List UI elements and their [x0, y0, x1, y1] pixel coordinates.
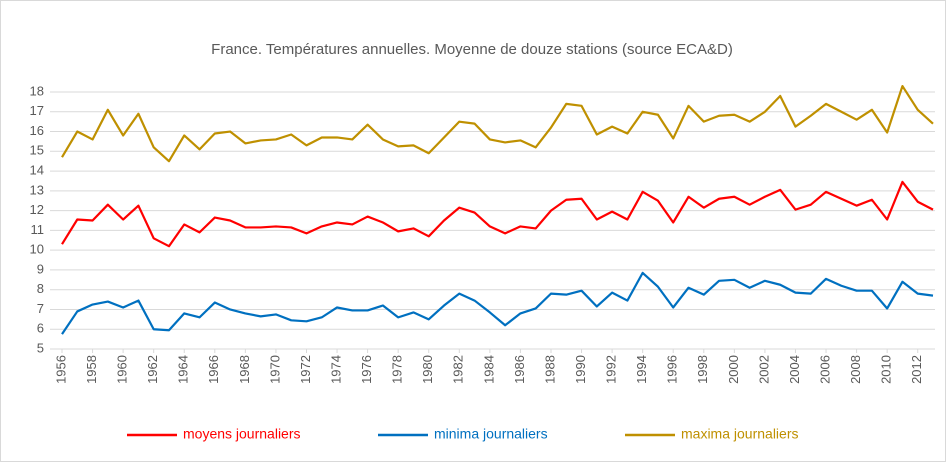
x-tick-label: 1956 [53, 355, 68, 384]
y-tick-label: 7 [37, 301, 44, 316]
y-tick-label: 8 [37, 281, 44, 296]
x-tick-label: 1970 [267, 355, 282, 384]
x-tick-label: 1962 [145, 355, 160, 384]
series-line [61, 271, 934, 335]
y-tick-label: 6 [37, 321, 44, 336]
x-tick-label: 2008 [848, 355, 863, 384]
legend-label: moyens journaliers [183, 426, 301, 442]
x-tick-label: 1992 [604, 355, 619, 384]
x-tick-label: 1998 [695, 355, 710, 384]
x-tick-label: 1976 [359, 355, 374, 384]
y-tick-label: 12 [30, 202, 44, 217]
x-tick-label: 1982 [451, 355, 466, 384]
series-line [61, 180, 934, 248]
x-tick-label: 1978 [390, 355, 405, 384]
y-tick-label: 13 [30, 182, 44, 197]
y-tick-label: 11 [31, 222, 45, 237]
y-tick-label: 16 [30, 123, 44, 138]
x-tick-label: 2006 [817, 355, 832, 384]
legend-label: minima journaliers [434, 426, 548, 442]
y-tick-label: 17 [30, 103, 44, 118]
x-tick-label: 1974 [328, 355, 343, 384]
chart-title: France. Températures annuelles. Moyenne … [211, 41, 733, 58]
x-tick-label: 1988 [542, 355, 557, 384]
y-tick-label: 5 [37, 340, 44, 355]
y-tick-label: 10 [30, 242, 44, 257]
y-tick-label: 15 [30, 143, 44, 158]
x-tick-label: 2010 [879, 355, 894, 384]
y-tick-label: 18 [30, 83, 44, 98]
x-tick-label: 2004 [787, 355, 802, 384]
y-tick-label: 14 [30, 163, 44, 178]
y-tick-label: 9 [37, 261, 44, 276]
x-tick-label: 1964 [176, 355, 191, 384]
series-line [61, 84, 934, 163]
x-tick-label: 1996 [665, 355, 680, 384]
x-tick-label: 2000 [726, 355, 741, 384]
x-tick-label: 1966 [206, 355, 221, 384]
x-tick-label: 1990 [573, 355, 588, 384]
x-tick-label: 1986 [512, 355, 527, 384]
x-tick-label: 1958 [84, 355, 99, 384]
x-tick-label: 1968 [237, 355, 252, 384]
x-tick-label: 1994 [634, 355, 649, 384]
x-tick-label: 1972 [298, 355, 313, 384]
x-tick-label: 2002 [756, 355, 771, 384]
x-tick-label: 1960 [115, 355, 130, 384]
x-tick-label: 1984 [481, 355, 496, 384]
x-tick-label: 1980 [420, 355, 435, 384]
legend-label: maxima journaliers [681, 426, 798, 442]
x-tick-label: 2012 [909, 355, 924, 384]
